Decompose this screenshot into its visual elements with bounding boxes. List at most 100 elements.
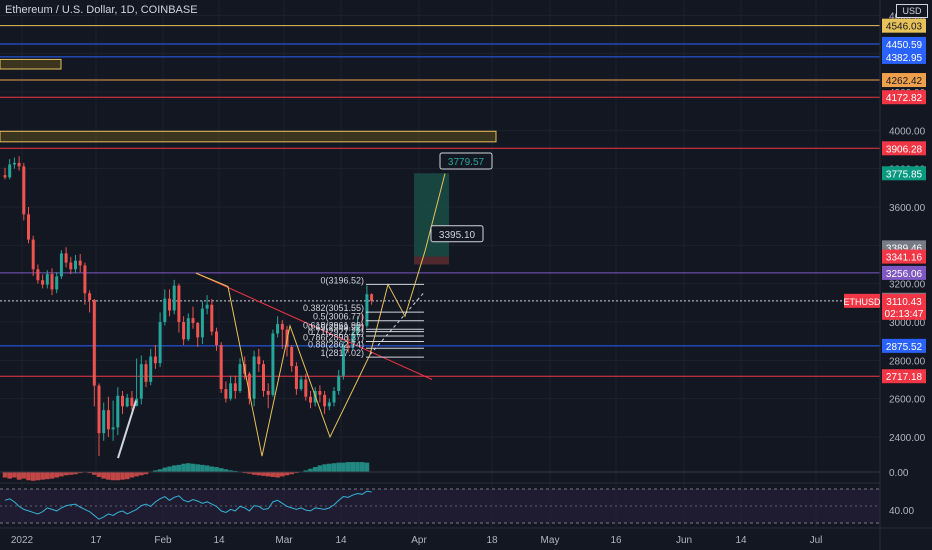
price-axis-badge (882, 73, 926, 88)
histogram-bar (317, 465, 323, 472)
histogram-bar (63, 472, 69, 476)
histogram-bar (73, 472, 78, 475)
histogram-bar (251, 472, 257, 475)
price-axis-badge (882, 265, 926, 280)
price-axis-badge-text: 3341.16 (886, 253, 923, 264)
price-axis-badge (882, 90, 926, 105)
histogram-bar (327, 463, 332, 472)
trend-marker (117, 400, 137, 459)
price-callout-text: 3779.57 (448, 157, 485, 168)
candle-body (200, 308, 204, 338)
candle-body (45, 274, 49, 285)
histogram-bar (157, 469, 163, 472)
histogram-bar (308, 468, 313, 472)
fib-level-label: 0.786(2898.37) (303, 332, 364, 342)
candle-body (210, 304, 214, 332)
candle-body (266, 391, 270, 395)
candle-body (238, 364, 242, 391)
histogram-bar (303, 470, 309, 472)
histogram-bar (261, 472, 266, 476)
histogram-bar (294, 472, 299, 474)
candle-body (304, 379, 308, 397)
candle-body (247, 373, 251, 399)
candle-body (205, 304, 209, 309)
price-axis-badge-text: 4262.42 (886, 76, 923, 87)
price-axis-badge (882, 141, 926, 156)
candle-body (27, 214, 30, 240)
histogram-bar (162, 467, 168, 472)
histogram-bar (68, 472, 74, 475)
candle-body (294, 366, 298, 390)
zigzag-projection (195, 173, 446, 457)
y-tick-label: 3600.00 (889, 203, 926, 214)
currency-label[interactable]: USD (896, 4, 928, 18)
histogram-bar (364, 462, 370, 472)
x-tick-label: 17 (90, 535, 102, 546)
position-profit-zone (414, 173, 449, 257)
candle-body (97, 385, 101, 434)
price-axis-badge-text: 4172.82 (886, 93, 923, 104)
candle-body (215, 331, 218, 345)
candle-body (149, 356, 153, 382)
candle-body (163, 298, 167, 322)
candle-body (318, 391, 322, 395)
candle-body (341, 345, 345, 376)
histogram-bar (265, 472, 271, 477)
projection-dash (369, 291, 426, 355)
fib-level-label: 0.71(2927.22) (308, 327, 364, 337)
histogram-bar (171, 465, 177, 472)
candle-body (3, 175, 7, 178)
fib-level-label: 0.88(2862.74) (308, 339, 364, 349)
histogram-bar (289, 472, 294, 475)
histogram-bar (167, 466, 172, 472)
candle-body (41, 280, 45, 285)
osc-tick-label: 0.00 (889, 468, 909, 479)
histogram-bar (336, 462, 341, 472)
candle-body (299, 379, 303, 390)
histogram-bar (35, 472, 41, 481)
candle-body (83, 265, 87, 294)
histogram-bar (143, 472, 149, 475)
symbol-title: Ethereum / U.S. Dollar, 1D, COINBASE (5, 4, 198, 16)
histogram-bar (233, 470, 238, 472)
candle-body (88, 293, 92, 300)
price-axis-badge-text: 3775.85 (886, 169, 923, 180)
candle-body (327, 402, 331, 407)
histogram-bar (247, 472, 252, 474)
rsi-line (4, 490, 372, 520)
candle-body (64, 253, 68, 263)
histogram-bar (106, 472, 111, 480)
candle-body (121, 395, 124, 407)
x-tick-label: 14 (213, 535, 225, 546)
price-axis-badge-text: 4450.59 (886, 40, 923, 51)
histogram-bar (54, 472, 59, 478)
histogram-bar (115, 472, 121, 481)
price-axis-badge (882, 18, 926, 33)
y-tick-label: 2400.00 (889, 433, 926, 444)
histogram-bar (242, 472, 247, 474)
candle-body (323, 394, 327, 407)
histogram-bar (49, 472, 55, 479)
histogram-bar (45, 472, 50, 480)
histogram-bar (218, 468, 224, 472)
histogram-bar (16, 472, 22, 480)
x-tick-label: Jun (676, 535, 692, 546)
fib-level-label: 0(3196.52) (320, 275, 364, 285)
candle-body (102, 410, 106, 434)
histogram-bar (209, 466, 215, 472)
candle-body (290, 346, 294, 367)
histogram-bar (256, 472, 262, 476)
candle-body (144, 364, 148, 382)
candle-body (252, 356, 256, 399)
price-callout-box (430, 225, 484, 243)
histogram-bar (350, 462, 356, 472)
symbol-tag-text: ETHUSD (843, 297, 881, 307)
histogram-bar (204, 465, 210, 472)
histogram-bar (59, 472, 64, 477)
price-axis-badge-text: 3256.06 (886, 269, 923, 280)
y-tick-label: 3000.00 (889, 318, 926, 329)
candle-body (59, 253, 63, 277)
histogram-bar (129, 472, 135, 478)
histogram-bar (124, 472, 130, 480)
